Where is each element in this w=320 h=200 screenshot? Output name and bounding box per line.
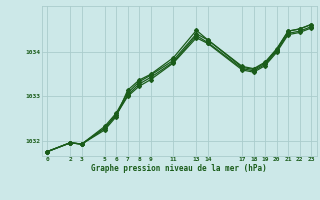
X-axis label: Graphe pression niveau de la mer (hPa): Graphe pression niveau de la mer (hPa) (91, 164, 267, 173)
